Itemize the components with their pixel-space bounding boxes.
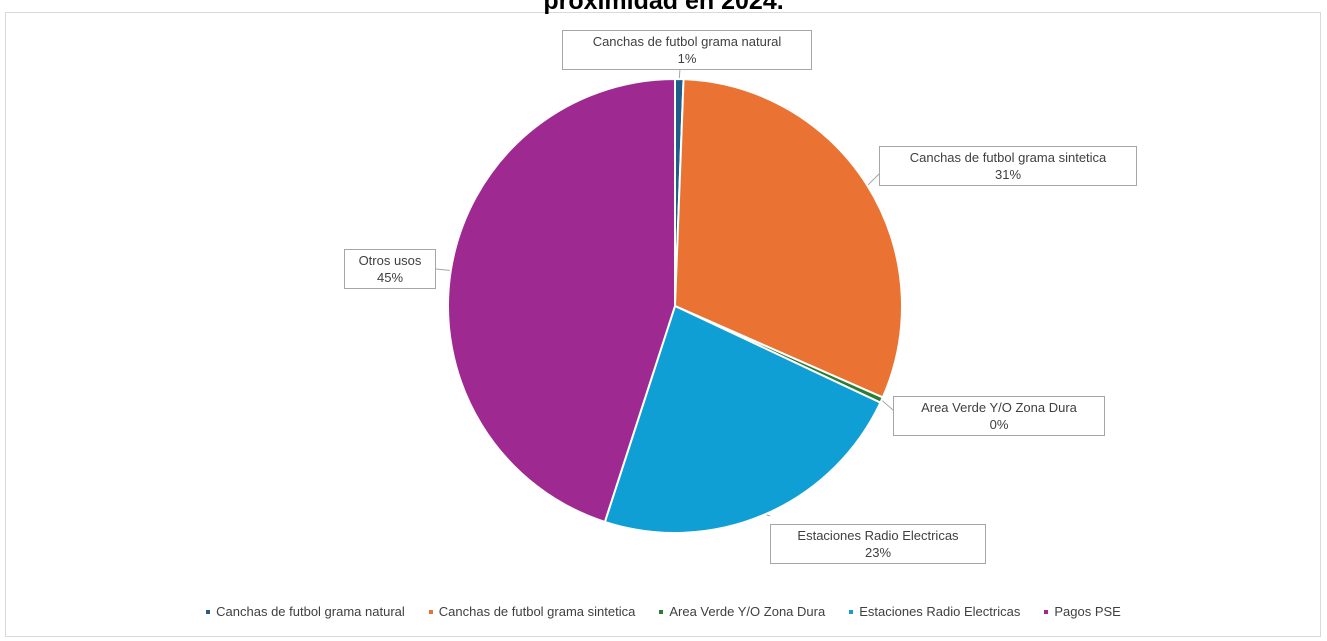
legend-swatch: [659, 609, 664, 614]
legend-swatch: [849, 609, 854, 614]
leader-line: [435, 268, 451, 271]
legend-label: Canchas de futbol grama sintetica: [438, 604, 636, 619]
legend-label: Pagos PSE: [1054, 604, 1121, 619]
legend-item: Pagos PSE: [1044, 604, 1121, 619]
data-label-percent: 45%: [376, 270, 404, 285]
data-label-percent: 23%: [864, 545, 892, 560]
data-label-estaciones: Estaciones Radio Electricas 23%: [770, 524, 986, 564]
data-label-area-verde: Area Verde Y/O Zona Dura 0%: [893, 396, 1105, 436]
data-label-percent: 0%: [989, 417, 1009, 432]
data-label-name: Canchas de futbol grama natural: [592, 34, 782, 49]
leader-line: [881, 399, 894, 411]
pie-slice: [603, 304, 882, 534]
legend-item: Canchas de futbol grama natural: [206, 604, 405, 619]
chart-legend: Canchas de futbol grama natural Canchas …: [0, 604, 1327, 619]
legend-swatch: [428, 609, 433, 614]
data-label-canchas-natural: Canchas de futbol grama natural 1%: [562, 30, 812, 70]
data-label-percent: 31%: [994, 167, 1022, 182]
legend-label: Estaciones Radio Electricas: [859, 604, 1021, 619]
data-label-percent: 1%: [677, 51, 697, 66]
leader-line: [867, 173, 880, 186]
legend-item: Canchas de futbol grama sintetica: [428, 604, 636, 619]
legend-swatch: [1044, 609, 1049, 614]
chart-area: [5, 12, 1321, 637]
legend-item: Area Verde Y/O Zona Dura: [659, 604, 825, 619]
legend-swatch: [206, 609, 211, 614]
chart-title: proximidad en 2024.: [543, 0, 784, 15]
legend-label: Area Verde Y/O Zona Dura: [669, 604, 826, 619]
pie-slice: [673, 78, 903, 399]
data-label-name: Estaciones Radio Electricas: [797, 528, 959, 543]
data-label-name: Area Verde Y/O Zona Dura: [921, 400, 1077, 415]
pie-slice: [447, 77, 676, 524]
data-label-canchas-sintetica: Canchas de futbol grama sintetica 31%: [879, 146, 1137, 186]
legend-item: Estaciones Radio Electricas: [849, 604, 1020, 619]
data-label-name: Otros usos: [358, 253, 422, 268]
data-label-otros-usos: Otros usos 45%: [344, 249, 436, 289]
data-label-name: Canchas de futbol grama sintetica: [909, 150, 1107, 165]
legend-label: Canchas de futbol grama natural: [216, 604, 405, 619]
